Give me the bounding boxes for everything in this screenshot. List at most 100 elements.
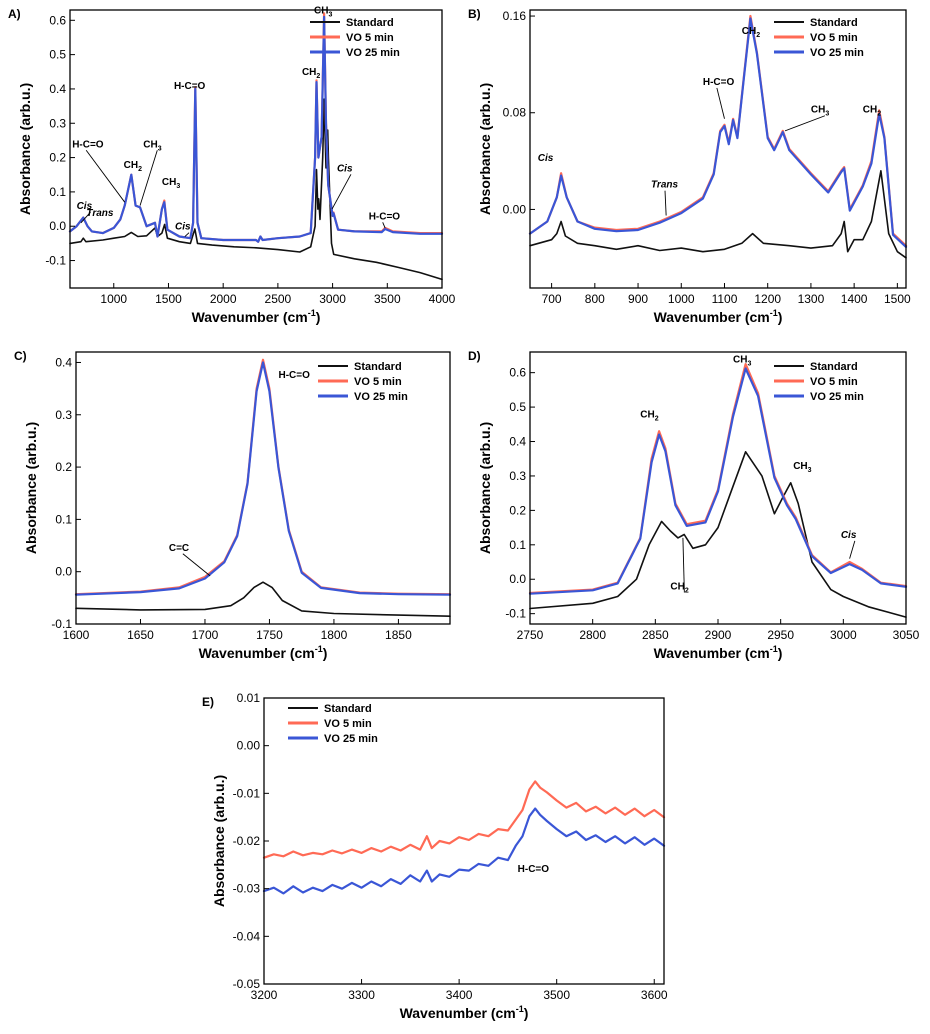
panel-a: 1000 1500 2000 2500 3000 3500 4000 -0.1 0.0 0.1 0.…	[0, 0, 460, 338]
x-tick-label: 3500	[543, 988, 570, 1002]
x-tick-label: 2800	[579, 628, 606, 642]
legend-label-vo25: VO 25 min	[346, 47, 400, 59]
y-tick-label: 0.4	[509, 435, 526, 449]
peak-annotation: C=C	[169, 543, 189, 554]
y-tick-label: 0.01	[237, 691, 261, 705]
annotation-arrow	[716, 87, 725, 119]
series-vo5-line	[262, 780, 666, 859]
legend-label-vo25: VO 25 min	[354, 391, 408, 403]
legend-label-vo25: VO 25 min	[324, 733, 378, 745]
plot-frame	[75, 351, 451, 625]
x-tick-label: 3050	[893, 628, 920, 642]
peak-annotation: CH2	[640, 409, 658, 422]
y-axis-label: Absorbance (arb.u.)	[23, 422, 39, 554]
legend-label-vo5: VO 5 min	[810, 376, 858, 388]
x-tick-label: 1500	[155, 292, 182, 306]
annotation-arrow	[682, 537, 685, 593]
legend-label-vo25: VO 25 min	[810, 47, 864, 59]
chart-c-svg: 1600 1650 1700 1750 1800 1850 -0.1 0.0 0.1 0.2 0.3…	[14, 349, 452, 661]
x-tick-label: 3500	[374, 292, 401, 306]
x-tick-label: 3600	[641, 988, 668, 1002]
x-axis-label: Wavenumber (cm-1)	[192, 308, 321, 325]
x-tick-label: 3000	[319, 292, 346, 306]
y-tick-label: 0.1	[55, 512, 72, 526]
y-tick-label: 0.3	[55, 408, 72, 422]
peak-annotation: Trans	[651, 180, 678, 191]
peak-annotation: H-C=O	[278, 370, 310, 381]
peak-annotation: CH2	[302, 67, 320, 80]
x-tick-label: 2750	[517, 628, 544, 642]
legend-label-vo25: VO 25 min	[810, 391, 864, 403]
y-tick-label: 0.00	[503, 202, 527, 216]
peak-annotation: CH3	[143, 139, 161, 152]
panel-label: C)	[14, 349, 27, 363]
annotation-arrow	[182, 553, 211, 577]
peak-annotation: CH2	[863, 105, 881, 118]
peak-annotation: CH2	[124, 160, 142, 173]
y-tick-label: -0.05	[233, 977, 261, 991]
x-tick-label: 2900	[705, 628, 732, 642]
annotation-arrow	[80, 211, 91, 224]
panel-label: D)	[468, 349, 481, 363]
peak-annotation: Cis	[337, 163, 353, 174]
panel-label: E)	[202, 695, 214, 709]
y-tick-label: 0.5	[49, 48, 66, 62]
y-tick-label: 0.16	[503, 9, 527, 23]
legend-label-vo5: VO 5 min	[324, 718, 372, 730]
peak-annotation: CH3	[793, 461, 811, 474]
peak-annotation: CH3	[733, 354, 751, 367]
y-tick-label: 0.0	[55, 565, 72, 579]
y-tick-label: -0.1	[51, 617, 72, 631]
x-tick-label: 4000	[429, 292, 456, 306]
y-tick-label: 0.3	[509, 469, 526, 483]
series-vo25-line	[528, 17, 908, 248]
x-tick-label: 1600	[63, 628, 90, 642]
legend-label-standard: Standard	[346, 17, 394, 29]
x-tick-label: 1800	[321, 628, 348, 642]
y-tick-label: 0.00	[237, 739, 261, 753]
peak-annotation: Cis	[175, 222, 191, 233]
y-tick-label: 0.0	[49, 219, 66, 233]
panel-label: B)	[468, 7, 481, 21]
x-tick-label: 1400	[841, 292, 868, 306]
peak-annotation: Cis	[841, 530, 857, 541]
x-tick-label: 3000	[830, 628, 857, 642]
plot-frame	[529, 9, 907, 289]
peak-annotation: CH3	[162, 177, 180, 190]
x-axis-label: Wavenumber (cm-1)	[199, 644, 328, 661]
x-tick-label: 2850	[642, 628, 669, 642]
panel-e: 3200 3300 3400 3500 3600 -0.05 -0.04 -0.03 -0.02…	[200, 688, 680, 1029]
y-tick-label: -0.02	[233, 834, 261, 848]
y-tick-label: -0.04	[233, 929, 261, 943]
x-tick-label: 1000	[100, 292, 127, 306]
y-tick-label: -0.1	[45, 254, 66, 268]
y-tick-label: -0.01	[233, 786, 261, 800]
chart-b-svg: 700 800 900 1000 1100 1200 1300 1400 1500 0.00 0.0…	[468, 7, 911, 325]
y-tick-label: 0.2	[55, 460, 72, 474]
y-tick-label: 0.1	[49, 185, 66, 199]
y-tick-label: 0.6	[509, 366, 526, 380]
x-axis-label: Wavenumber (cm-1)	[654, 644, 783, 661]
x-tick-label: 1650	[127, 628, 154, 642]
y-tick-label: 0.0	[509, 572, 526, 586]
x-tick-label: 1000	[668, 292, 695, 306]
x-tick-label: 1750	[256, 628, 283, 642]
y-axis-label: Absorbance (arb.u.)	[477, 422, 493, 554]
series-standard-line	[529, 451, 907, 618]
y-tick-label: -0.03	[233, 882, 261, 896]
legend-label-vo5: VO 5 min	[346, 32, 394, 44]
y-tick-label: 0.1	[509, 538, 526, 552]
x-tick-label: 2000	[210, 292, 237, 306]
x-tick-label: 1850	[385, 628, 412, 642]
peak-annotation: H-C=O	[518, 864, 550, 875]
peak-annotation: H-C=O	[174, 81, 206, 92]
annotation-arrow	[184, 232, 190, 237]
series-standard-line	[529, 170, 907, 259]
annotation-arrow	[139, 150, 158, 206]
x-tick-label: 1300	[798, 292, 825, 306]
panel-c: 1600 1650 1700 1750 1800 1850 -0.1 0.0 0.1 0.2 0.3…	[0, 340, 460, 686]
legend: Standard VO 5 min VO 25 min	[310, 17, 400, 59]
legend-label-vo5: VO 5 min	[354, 376, 402, 388]
x-tick-label: 900	[628, 292, 648, 306]
x-tick-label: 1200	[754, 292, 781, 306]
